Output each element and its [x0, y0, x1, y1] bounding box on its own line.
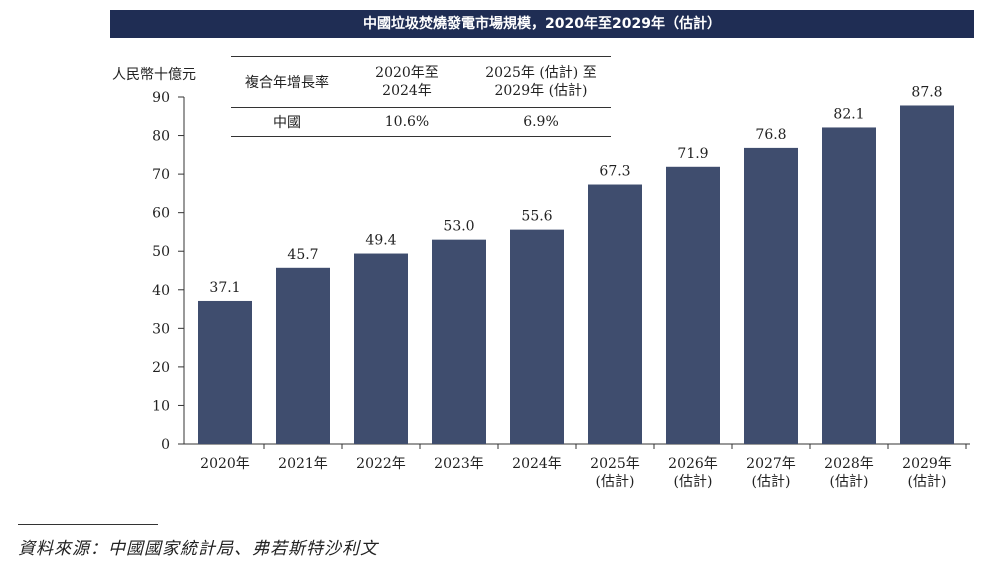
y-axis-unit-label: 人民幣十億元 [112, 67, 196, 83]
y-tick-label: 80 [152, 129, 170, 145]
bar-value-label: 55.6 [521, 209, 552, 225]
x-tick-label: 2020年 [200, 456, 250, 472]
bar [666, 166, 720, 444]
x-tick-label: (估計) [830, 474, 869, 490]
y-tick-label: 50 [152, 244, 170, 260]
x-tick-label: 2027年 [746, 456, 796, 472]
bar-value-label: 45.7 [287, 247, 318, 263]
source-divider [18, 524, 158, 525]
cagr-header-label: 複合年增長率 [245, 75, 329, 91]
bar-value-label: 49.4 [365, 233, 396, 249]
bar-value-label: 82.1 [833, 106, 864, 122]
bar [744, 147, 798, 445]
bar [510, 229, 564, 444]
x-tick-label: 2023年 [434, 456, 484, 472]
x-tick-label: 2026年 [668, 456, 718, 472]
y-tick-label: 30 [152, 321, 170, 337]
x-tick-label: 2028年 [824, 456, 874, 472]
y-tick-label: 70 [152, 167, 170, 183]
x-tick-label: (估計) [674, 474, 713, 490]
x-tick-label: 2025年 [590, 456, 640, 472]
bar-value-label: 53.0 [443, 219, 474, 235]
chart-title: 中國垃圾焚燒發電市場規模，2020年至2029年（估計） [110, 10, 974, 38]
bar [198, 300, 252, 444]
x-tick-label: (估計) [596, 474, 635, 490]
x-tick-label: (估計) [752, 474, 791, 490]
x-tick-label: 2029年 [902, 456, 952, 472]
cagr-table-row: 中國 10.6% 6.9% [231, 108, 611, 137]
x-tick-label: 2021年 [278, 456, 328, 472]
bar-value-label: 71.9 [677, 146, 708, 162]
cagr-table: 複合年增長率 2020年至 2024年 2025年 (估計) 至 2029年 (… [231, 56, 611, 137]
cagr-row-label: 中國 [273, 115, 301, 131]
x-tick-label: 2024年 [512, 456, 562, 472]
source-note: 資料來源：中國國家統計局、弗若斯特沙利文 [18, 539, 378, 559]
bar-value-label: 37.1 [209, 280, 240, 296]
y-tick-label: 20 [152, 360, 170, 376]
cagr-header-period-1: 2020年至 2024年 [375, 65, 439, 99]
bar [588, 184, 642, 444]
cagr-value-period-1: 10.6% [384, 114, 430, 130]
cagr-table-header-row: 複合年增長率 2020年至 2024年 2025年 (估計) 至 2029年 (… [231, 56, 611, 108]
bar [276, 267, 330, 444]
y-tick-label: 40 [152, 283, 170, 299]
x-tick-label: (估計) [908, 474, 947, 490]
y-tick-label: 60 [152, 206, 170, 222]
y-tick-label: 10 [152, 398, 170, 414]
bar-value-label: 67.3 [599, 164, 630, 180]
bar [900, 105, 954, 444]
bar [822, 127, 876, 444]
y-tick-label: 0 [161, 437, 170, 453]
cagr-header-period-2: 2025年 (估計) 至 2029年 (估計) [485, 65, 597, 99]
bar [432, 239, 486, 444]
x-tick-label: 2022年 [356, 456, 406, 472]
cagr-value-period-2: 6.9% [523, 114, 559, 130]
bar [354, 253, 408, 444]
bar-value-label: 87.8 [911, 84, 942, 100]
y-tick-label: 90 [152, 90, 170, 106]
bar-value-label: 76.8 [755, 127, 786, 143]
